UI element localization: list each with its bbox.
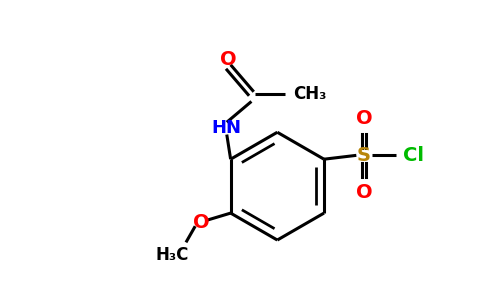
Text: O: O [356, 183, 372, 202]
Text: S: S [357, 146, 371, 165]
Text: H₃C: H₃C [155, 247, 189, 265]
Text: HN: HN [212, 119, 242, 137]
Text: O: O [356, 109, 372, 128]
Text: Cl: Cl [403, 146, 424, 165]
Text: O: O [193, 213, 210, 232]
Text: O: O [220, 50, 237, 69]
Text: CH₃: CH₃ [293, 85, 326, 103]
